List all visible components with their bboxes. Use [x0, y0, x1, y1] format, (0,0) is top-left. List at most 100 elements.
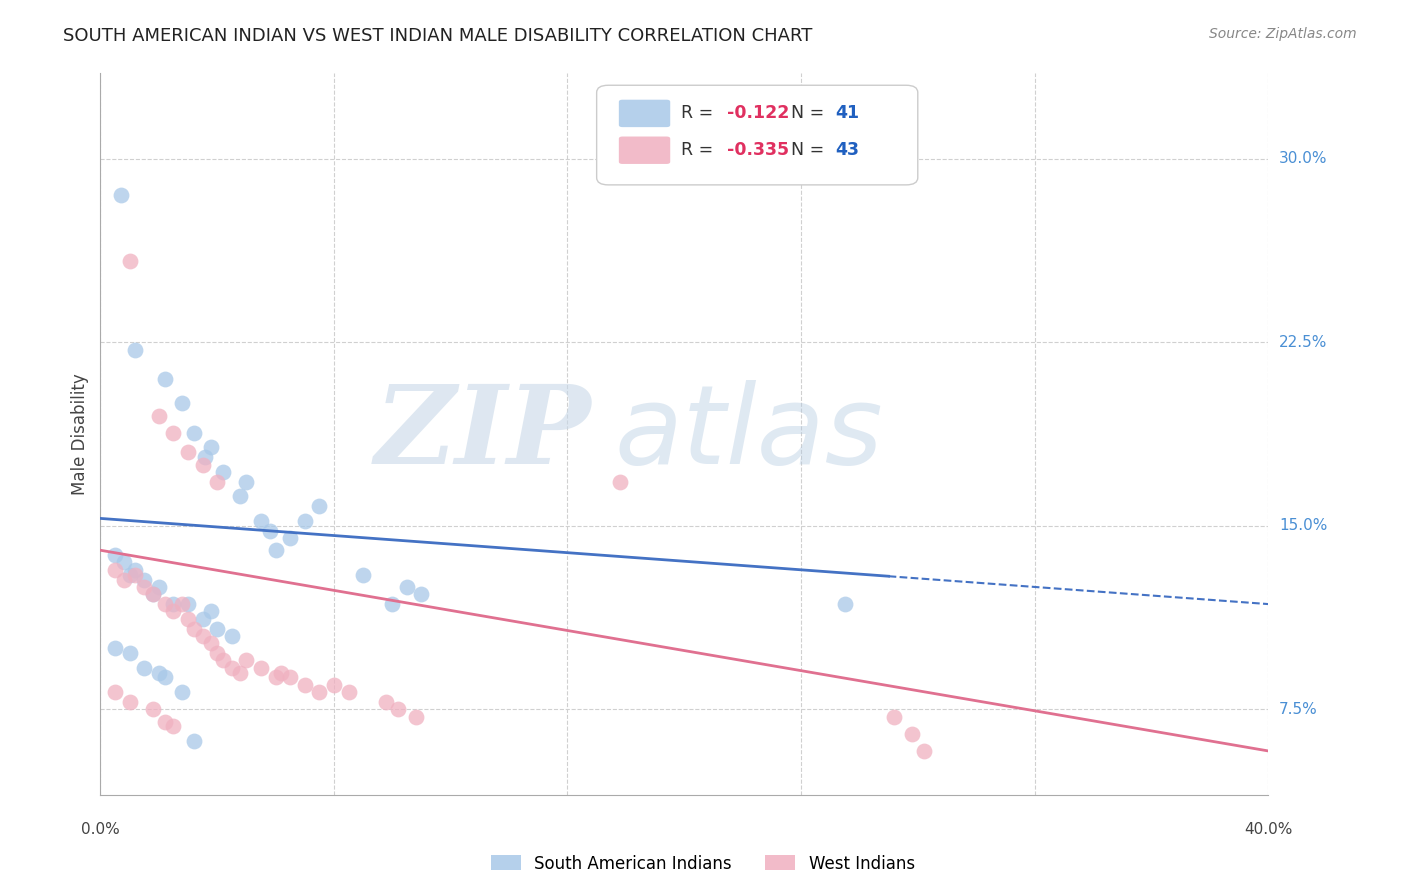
FancyBboxPatch shape — [619, 100, 671, 128]
Point — [118, 695, 141, 709]
FancyBboxPatch shape — [596, 86, 918, 185]
Point — [229, 489, 252, 503]
Text: 43: 43 — [835, 141, 859, 160]
Text: SOUTH AMERICAN INDIAN VS WEST INDIAN MALE DISABILITY CORRELATION CHART: SOUTH AMERICAN INDIAN VS WEST INDIAN MAL… — [63, 27, 813, 45]
Point — [134, 661, 156, 675]
Point — [162, 719, 184, 733]
Text: R =: R = — [681, 141, 718, 160]
Y-axis label: Male Disability: Male Disability — [72, 373, 89, 495]
Text: 0.0%: 0.0% — [82, 822, 120, 837]
Point — [250, 514, 273, 528]
Point — [177, 612, 200, 626]
Point — [148, 409, 170, 423]
Point — [142, 702, 165, 716]
Point — [148, 580, 170, 594]
Point — [104, 641, 127, 656]
Point — [104, 563, 127, 577]
Point — [205, 475, 228, 489]
Point — [162, 425, 184, 440]
Point — [387, 702, 409, 716]
Point — [172, 685, 194, 699]
Text: -0.122: -0.122 — [727, 104, 790, 122]
Text: 40.0%: 40.0% — [1244, 822, 1292, 837]
Point — [308, 499, 330, 513]
Point — [901, 727, 924, 741]
Text: 7.5%: 7.5% — [1279, 702, 1317, 717]
Point — [200, 441, 222, 455]
Point — [112, 556, 135, 570]
Point — [124, 567, 146, 582]
Point — [177, 445, 200, 459]
Point — [205, 646, 228, 660]
Point — [112, 573, 135, 587]
Point — [205, 622, 228, 636]
Point — [337, 685, 360, 699]
Point — [264, 671, 287, 685]
Point — [375, 695, 398, 709]
Point — [912, 744, 935, 758]
Point — [134, 580, 156, 594]
Point — [221, 629, 243, 643]
Point — [278, 531, 301, 545]
Point — [172, 597, 194, 611]
Point — [259, 524, 281, 538]
Point — [110, 188, 132, 202]
Point — [191, 612, 214, 626]
Point — [104, 685, 127, 699]
Point — [153, 671, 176, 685]
Point — [395, 580, 418, 594]
Text: N =: N = — [780, 141, 830, 160]
Point — [609, 475, 631, 489]
Point — [250, 661, 273, 675]
Point — [153, 372, 176, 386]
Point — [411, 587, 433, 601]
Point — [270, 665, 292, 680]
Point — [322, 678, 344, 692]
Point — [834, 597, 856, 611]
Point — [183, 734, 205, 748]
Point — [191, 458, 214, 472]
Text: 15.0%: 15.0% — [1279, 518, 1327, 533]
Point — [264, 543, 287, 558]
Point — [183, 425, 205, 440]
Point — [212, 653, 235, 667]
Point — [191, 629, 214, 643]
FancyBboxPatch shape — [619, 136, 671, 164]
Point — [153, 714, 176, 729]
Point — [183, 622, 205, 636]
Text: 22.5%: 22.5% — [1279, 334, 1327, 350]
Point — [194, 450, 217, 465]
Point — [172, 396, 194, 410]
Point — [118, 646, 141, 660]
Point — [177, 597, 200, 611]
Point — [118, 567, 141, 582]
Text: -0.335: -0.335 — [727, 141, 790, 160]
Point — [235, 475, 257, 489]
Point — [124, 563, 146, 577]
Point — [124, 343, 146, 357]
Point — [278, 671, 301, 685]
Legend: South American Indians, West Indians: South American Indians, West Indians — [485, 848, 921, 880]
Text: ZIP: ZIP — [374, 380, 591, 488]
Point — [142, 587, 165, 601]
Point — [200, 604, 222, 618]
Text: 30.0%: 30.0% — [1279, 151, 1327, 166]
Point — [308, 685, 330, 699]
Point — [104, 548, 127, 562]
Point — [294, 514, 316, 528]
Point — [148, 665, 170, 680]
Point — [212, 465, 235, 479]
Point — [162, 597, 184, 611]
Point — [118, 254, 141, 268]
Text: atlas: atlas — [614, 381, 883, 487]
Point — [162, 604, 184, 618]
Point — [142, 587, 165, 601]
Point — [405, 709, 427, 723]
Text: R =: R = — [681, 104, 718, 122]
Text: N =: N = — [780, 104, 830, 122]
Point — [352, 567, 374, 582]
Point — [294, 678, 316, 692]
Point — [883, 709, 905, 723]
Text: Source: ZipAtlas.com: Source: ZipAtlas.com — [1209, 27, 1357, 41]
Point — [381, 597, 404, 611]
